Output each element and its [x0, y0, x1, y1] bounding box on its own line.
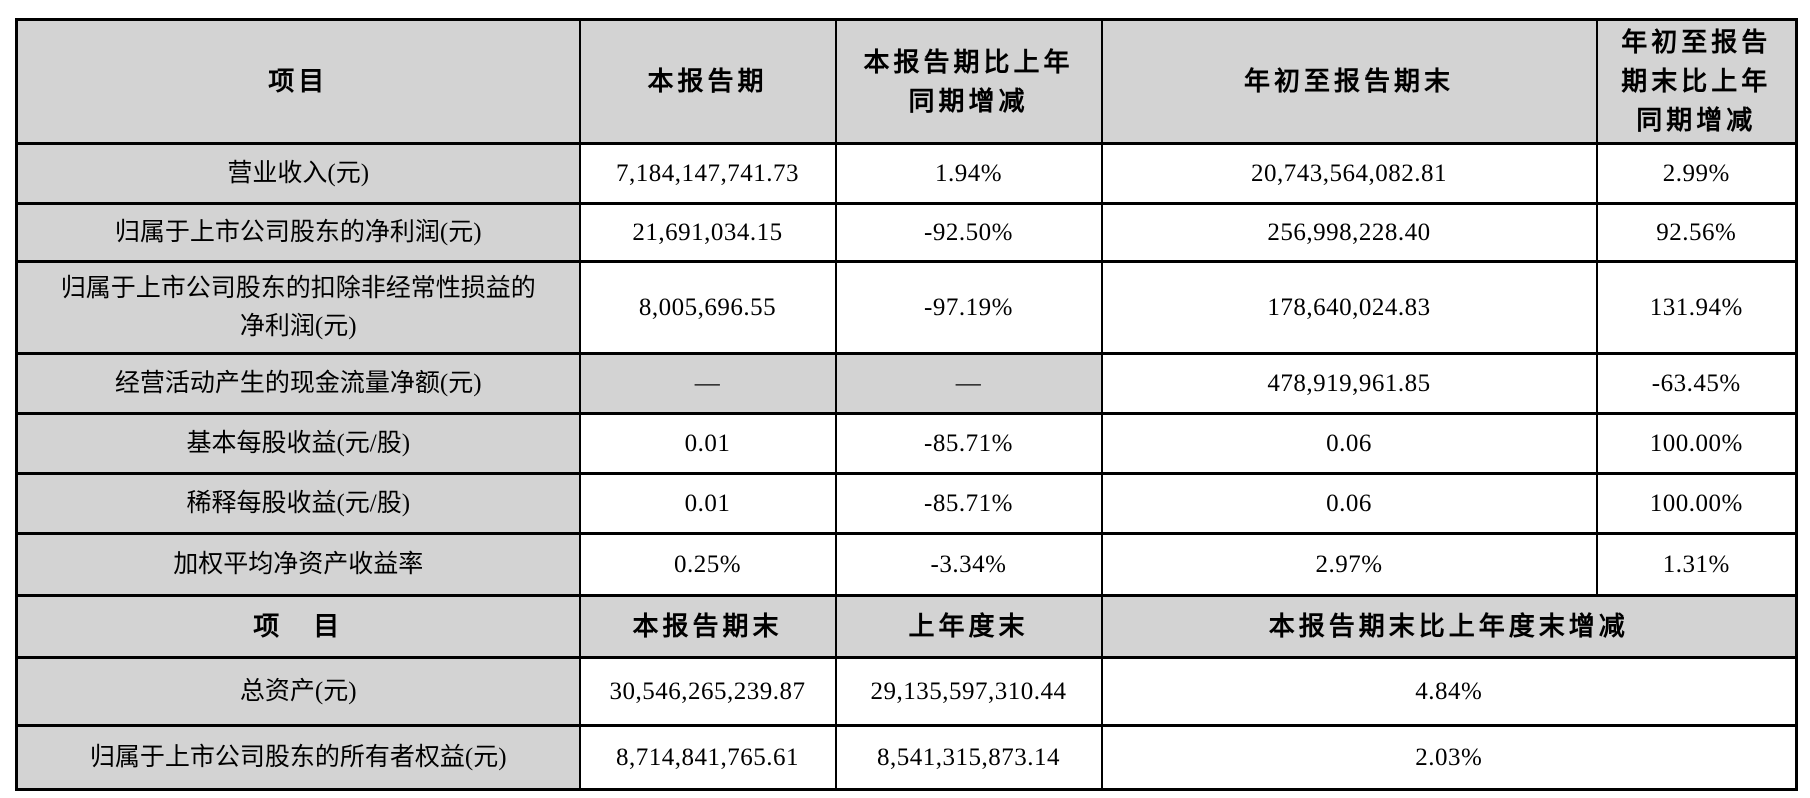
value-cell: 0.06 [1100, 412, 1598, 475]
row-label-cell: 经营活动产生的现金流量净额(元) [15, 352, 581, 415]
value-cell: -92.50% [834, 202, 1103, 263]
value-cell: 0.01 [578, 412, 837, 475]
value-cell: 131.94% [1595, 260, 1798, 355]
table-row: 稀释每股收益(元/股) 0.01 -85.71% 0.06 100.00% [15, 472, 1798, 535]
table-row: 加权平均净资产收益率 0.25% -3.34% 2.97% 1.31% [15, 532, 1798, 597]
row-label-cell: 营业收入(元) [15, 142, 581, 205]
value-cell: 21,691,034.15 [578, 202, 837, 263]
row-label-cell: 归属于上市公司股东的所有者权益(元) [15, 724, 581, 791]
header-item: 项目 [15, 18, 581, 145]
value-cell: 178,640,024.83 [1100, 260, 1598, 355]
table-row: 基本每股收益(元/股) 0.01 -85.71% 0.06 100.00% [15, 412, 1798, 475]
row-label-cell: 稀释每股收益(元/股) [15, 472, 581, 535]
value-cell: 30,546,265,239.87 [578, 656, 837, 727]
header-row-period: 项目 本报告期 本报告期比上年 同期增减 年初至报告期末 年初至报告 期末比上年… [15, 18, 1798, 145]
header2-change-vs-last-year-end: 本报告期末比上年度末增减 [1100, 594, 1798, 659]
value-cell: 2.03% [1100, 724, 1798, 791]
value-cell: -63.45% [1595, 352, 1798, 415]
value-cell: — [578, 352, 837, 415]
row-label-cell: 总资产(元) [15, 656, 581, 727]
header-current-period-yoy-change: 本报告期比上年 同期增减 [834, 18, 1103, 145]
value-cell: 8,714,841,765.61 [578, 724, 837, 791]
header-current-period: 本报告期 [578, 18, 837, 145]
value-cell: 2.97% [1100, 532, 1598, 597]
value-cell: 0.06 [1100, 472, 1598, 535]
value-cell: 29,135,597,310.44 [834, 656, 1103, 727]
value-cell: 8,005,696.55 [578, 260, 837, 355]
table-row: 总资产(元) 30,546,265,239.87 29,135,597,310.44… [15, 656, 1798, 727]
value-cell: 100.00% [1595, 472, 1798, 535]
row-label-cell: 归属于上市公司股东的扣除非经常性损益的 净利润(元) [15, 260, 581, 355]
value-cell: -97.19% [834, 260, 1103, 355]
value-cell: 1.94% [834, 142, 1103, 205]
value-cell: 256,998,228.40 [1100, 202, 1598, 263]
table-row: 营业收入(元) 7,184,147,741.73 1.94% 20,743,564,0… [15, 142, 1798, 205]
value-cell: -85.71% [834, 412, 1103, 475]
value-cell: 7,184,147,741.73 [578, 142, 837, 205]
table-row: 归属于上市公司股东的所有者权益(元) 8,714,841,765.61 8,541,… [15, 724, 1798, 791]
value-cell: — [834, 352, 1103, 415]
value-cell: 2.99% [1595, 142, 1798, 205]
header2-item: 项 目 [15, 594, 581, 659]
header2-end-of-last-year: 上年度末 [834, 594, 1103, 659]
value-cell: 1.31% [1595, 532, 1798, 597]
header2-end-of-period: 本报告期末 [578, 594, 837, 659]
value-cell: -85.71% [834, 472, 1103, 535]
table-body: 营业收入(元) 7,184,147,741.73 1.94% 20,743,564,0… [15, 142, 1798, 791]
value-cell: 0.25% [578, 532, 837, 597]
value-cell: 4.84% [1100, 656, 1798, 727]
header-ytd-yoy-change: 年初至报告 期末比上年 同期增减 [1595, 18, 1798, 145]
row-label-cell: 加权平均净资产收益率 [15, 532, 581, 597]
value-cell: -3.34% [834, 532, 1103, 597]
header-row-period-end: 项 目本报告期末 上年度末 本报告期末比上年度末增减 [15, 594, 1798, 659]
value-cell: 20,743,564,082.81 [1100, 142, 1598, 205]
header-ytd: 年初至报告期末 [1100, 18, 1598, 145]
table-row: 经营活动产生的现金流量净额(元) — —478,919,961.85 -63.45% [15, 352, 1798, 415]
value-cell: 478,919,961.85 [1100, 352, 1598, 415]
table-row: 归属于上市公司股东的扣除非经常性损益的 净利润(元) 8,005,696.55 -9… [15, 260, 1798, 355]
value-cell: 8,541,315,873.14 [834, 724, 1103, 791]
row-label-cell: 归属于上市公司股东的净利润(元) [15, 202, 581, 263]
row-label-cell: 基本每股收益(元/股) [15, 412, 581, 475]
table-row: 归属于上市公司股东的净利润(元) 21,691,034.15 -92.50% 256,… [15, 202, 1798, 263]
value-cell: 100.00% [1595, 412, 1798, 475]
value-cell: 0.01 [578, 472, 837, 535]
financial-summary-table: 项目 本报告期 本报告期比上年 同期增减 年初至报告期末 年初至报告 期末比上年… [15, 18, 1798, 791]
value-cell: 92.56% [1595, 202, 1798, 263]
